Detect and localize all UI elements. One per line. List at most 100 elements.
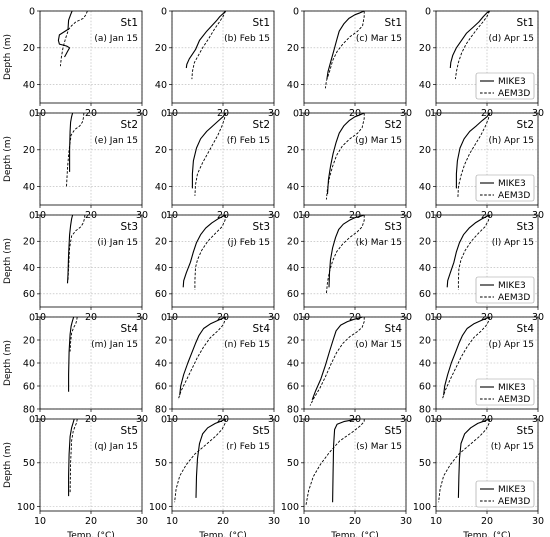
y-tick-label: 40 <box>23 263 35 274</box>
series-line-mike3 <box>326 112 365 195</box>
x-tick-label: 10 <box>298 516 310 527</box>
panel-label: (r) Feb 15 <box>226 442 270 452</box>
x-axis-label: Temp. (°C) <box>198 531 247 537</box>
series-line-mike3 <box>185 10 227 69</box>
y-tick-label: 20 <box>23 145 35 156</box>
y-tick-label: 0 <box>161 210 167 221</box>
station-label: St3 <box>121 221 138 233</box>
y-tick-label: 0 <box>293 6 299 17</box>
series-line-aem3d <box>59 10 88 67</box>
series-line-aem3d <box>174 418 227 503</box>
y-tick-label: 0 <box>293 312 299 323</box>
y-tick-label: 0 <box>29 414 35 425</box>
y-tick-label: 40 <box>23 80 35 91</box>
station-label: St2 <box>385 119 402 131</box>
panel-label: (d) Apr 15 <box>489 34 534 44</box>
station-label: St3 <box>385 221 402 233</box>
x-tick-label: 20 <box>85 516 97 527</box>
series-line-mike3 <box>311 316 363 400</box>
y-tick-label: 20 <box>287 43 299 54</box>
y-tick-label: 0 <box>425 108 431 119</box>
y-tick-label: 80 <box>419 404 431 415</box>
series-line-mike3 <box>195 418 226 498</box>
y-tick-label: 40 <box>23 182 35 193</box>
panel-label: (j) Feb 15 <box>227 238 270 248</box>
station-label: St5 <box>517 425 534 437</box>
legend-label: AEM3D <box>498 89 530 99</box>
series-line-aem3d <box>305 419 365 505</box>
panel-label: (i) Jan 15 <box>97 238 138 248</box>
x-tick-label: 10 <box>430 516 442 527</box>
y-tick-label: 20 <box>23 43 35 54</box>
series-line-aem3d <box>324 11 365 89</box>
series-line-mike3 <box>66 214 74 284</box>
x-tick-label: 30 <box>136 516 148 527</box>
y-axis-label: Depth (m) <box>3 34 13 80</box>
y-tick-label: 40 <box>287 358 299 369</box>
y-tick-label: 0 <box>161 6 167 17</box>
y-tick-label: 20 <box>419 335 431 346</box>
x-tick-label: 20 <box>217 516 229 527</box>
series-line-mike3 <box>443 316 490 396</box>
panel-label: (c) Mar 15 <box>356 34 402 44</box>
legend-label: AEM3D <box>498 191 530 201</box>
panel-label: (b) Feb 15 <box>224 34 270 44</box>
y-tick-label: 40 <box>155 80 167 91</box>
series-line-aem3d <box>309 317 365 406</box>
x-tick-label: 20 <box>481 516 493 527</box>
y-tick-label: 60 <box>23 381 35 392</box>
y-axis-label: Depth (m) <box>3 238 13 284</box>
series-line-aem3d <box>441 316 491 400</box>
x-axis-label: Temp. (°C) <box>66 531 115 537</box>
panel-label: (k) Mar 15 <box>356 238 402 248</box>
station-label: St1 <box>121 17 138 29</box>
y-axis-label: Depth (m) <box>3 442 13 488</box>
y-tick-label: 60 <box>155 381 167 392</box>
panel-label: (e) Jan 15 <box>94 136 138 146</box>
station-label: St3 <box>253 221 270 233</box>
y-tick-label: 80 <box>287 404 299 415</box>
series-line-aem3d <box>438 418 491 503</box>
y-tick-label: 0 <box>161 312 167 323</box>
legend-label: MIKE3 <box>498 485 526 495</box>
y-tick-label: 0 <box>425 210 431 221</box>
y-tick-label: 0 <box>425 414 431 425</box>
panel-label: (h) Apr 15 <box>489 136 534 146</box>
y-tick-label: 20 <box>155 43 167 54</box>
series-line-mike3 <box>179 316 226 396</box>
series-line-mike3 <box>69 112 74 172</box>
station-label: St5 <box>253 425 270 437</box>
panel-label: (g) Mar 15 <box>355 136 402 146</box>
y-tick-label: 80 <box>23 404 35 415</box>
y-axis-label: Depth (m) <box>3 136 13 182</box>
station-label: St2 <box>517 119 534 131</box>
y-tick-label: 60 <box>419 381 431 392</box>
x-tick-label: 20 <box>349 516 361 527</box>
station-label: St4 <box>517 323 535 335</box>
y-tick-label: 0 <box>29 312 35 323</box>
legend-label: MIKE3 <box>498 383 526 393</box>
y-tick-label: 20 <box>419 145 431 156</box>
y-tick-label: 100 <box>413 502 431 513</box>
series-line-aem3d <box>194 214 227 290</box>
y-tick-label: 20 <box>419 237 431 248</box>
series-line-aem3d <box>194 112 227 196</box>
series-line-mike3 <box>326 10 365 80</box>
series-line-mike3 <box>328 214 365 288</box>
y-tick-label: 40 <box>287 263 299 274</box>
y-tick-label: 40 <box>155 263 167 274</box>
series-line-aem3d <box>457 214 491 290</box>
y-tick-label: 20 <box>155 335 167 346</box>
series-line-aem3d <box>454 10 491 80</box>
station-label: St5 <box>385 425 402 437</box>
panel-label: (q) Jan 15 <box>94 442 138 452</box>
y-tick-label: 50 <box>23 458 35 469</box>
panel-label: (a) Jan 15 <box>94 34 138 44</box>
y-tick-label: 20 <box>287 145 299 156</box>
series-line-aem3d <box>457 112 491 198</box>
y-tick-label: 100 <box>149 502 167 513</box>
series-line-mike3 <box>455 112 491 189</box>
panel-label: (l) Apr 15 <box>492 238 534 248</box>
series-line-mike3 <box>57 10 73 58</box>
station-label: St1 <box>385 17 402 29</box>
